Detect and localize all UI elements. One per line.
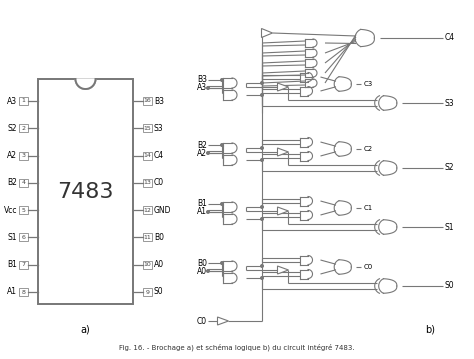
Bar [143, 261, 152, 269]
Circle shape [207, 270, 210, 272]
Text: C2: C2 [364, 146, 373, 152]
Text: S2: S2 [8, 124, 17, 133]
Bar [19, 288, 28, 296]
Text: S0: S0 [445, 281, 455, 290]
Text: S3: S3 [445, 98, 455, 107]
Text: B3: B3 [197, 75, 207, 84]
Bar [19, 179, 28, 187]
Text: A1: A1 [197, 208, 207, 216]
Text: B0: B0 [154, 233, 164, 242]
Text: A2: A2 [197, 149, 207, 158]
Text: A3: A3 [197, 84, 207, 93]
Text: C4: C4 [445, 33, 455, 42]
Text: C3: C3 [364, 81, 373, 87]
Polygon shape [277, 83, 289, 91]
Circle shape [261, 82, 263, 84]
Bar [19, 124, 28, 132]
Polygon shape [277, 148, 289, 156]
Circle shape [261, 218, 263, 220]
Circle shape [261, 147, 263, 149]
Text: A3: A3 [7, 97, 17, 106]
Text: GND: GND [154, 206, 172, 215]
Text: 4: 4 [21, 180, 26, 185]
Circle shape [261, 265, 263, 267]
Text: B2: B2 [7, 178, 17, 187]
Circle shape [221, 144, 223, 146]
Text: B1: B1 [7, 260, 17, 269]
Polygon shape [218, 317, 228, 325]
Circle shape [207, 87, 210, 89]
Circle shape [221, 262, 223, 264]
Text: A0: A0 [197, 266, 207, 275]
Text: 8: 8 [21, 289, 26, 294]
Text: B0: B0 [197, 258, 207, 267]
Bar [19, 97, 28, 105]
Polygon shape [262, 28, 273, 37]
Text: 3: 3 [21, 153, 26, 158]
Text: Vcc: Vcc [3, 206, 17, 215]
Text: 15: 15 [144, 126, 151, 131]
Polygon shape [277, 266, 289, 274]
Bar [143, 97, 152, 105]
Text: B2: B2 [197, 140, 207, 149]
Circle shape [261, 159, 263, 161]
Text: 12: 12 [144, 208, 151, 213]
Text: A0: A0 [154, 260, 164, 269]
Bar [19, 233, 28, 242]
Text: C0: C0 [364, 264, 373, 270]
Circle shape [261, 206, 263, 208]
Polygon shape [75, 79, 95, 89]
Bar [38, 79, 133, 304]
Bar [143, 206, 152, 214]
Bar [19, 151, 28, 159]
Text: Fig. 16. - Brochage a) et schéma logique b) du circuit intégré 7483.: Fig. 16. - Brochage a) et schéma logique… [119, 343, 355, 351]
Text: b): b) [425, 324, 435, 334]
Text: S3: S3 [154, 124, 164, 133]
Text: C0: C0 [154, 178, 164, 187]
Text: 7: 7 [21, 262, 26, 267]
Circle shape [261, 277, 263, 279]
Text: 5: 5 [21, 208, 26, 213]
Text: S0: S0 [154, 288, 164, 297]
Bar [19, 261, 28, 269]
Text: 13: 13 [144, 180, 151, 185]
Bar [19, 206, 28, 214]
Text: 2: 2 [21, 126, 26, 131]
Text: 6: 6 [21, 235, 26, 240]
Bar [143, 179, 152, 187]
Circle shape [221, 79, 223, 81]
Text: 10: 10 [144, 262, 151, 267]
Circle shape [221, 203, 223, 205]
Bar [143, 151, 152, 159]
Text: A1: A1 [7, 288, 17, 297]
Circle shape [207, 152, 210, 154]
Circle shape [207, 211, 210, 213]
Text: 7483: 7483 [57, 182, 114, 201]
Text: 1: 1 [21, 98, 26, 103]
Text: 16: 16 [144, 98, 151, 103]
Bar [143, 124, 152, 132]
Text: B1: B1 [197, 200, 207, 209]
Text: B3: B3 [154, 97, 164, 106]
Text: C1: C1 [364, 205, 373, 211]
Text: S1: S1 [8, 233, 17, 242]
Text: C0: C0 [197, 317, 207, 326]
Text: 9: 9 [146, 289, 149, 294]
Circle shape [261, 94, 263, 96]
Text: C4: C4 [154, 151, 164, 160]
Text: S2: S2 [445, 163, 455, 173]
Text: A2: A2 [7, 151, 17, 160]
Bar [143, 233, 152, 242]
Text: a): a) [81, 324, 91, 334]
Polygon shape [277, 207, 289, 215]
Text: S1: S1 [445, 223, 455, 232]
Text: 14: 14 [144, 153, 151, 158]
Bar [143, 288, 152, 296]
Text: 11: 11 [144, 235, 151, 240]
